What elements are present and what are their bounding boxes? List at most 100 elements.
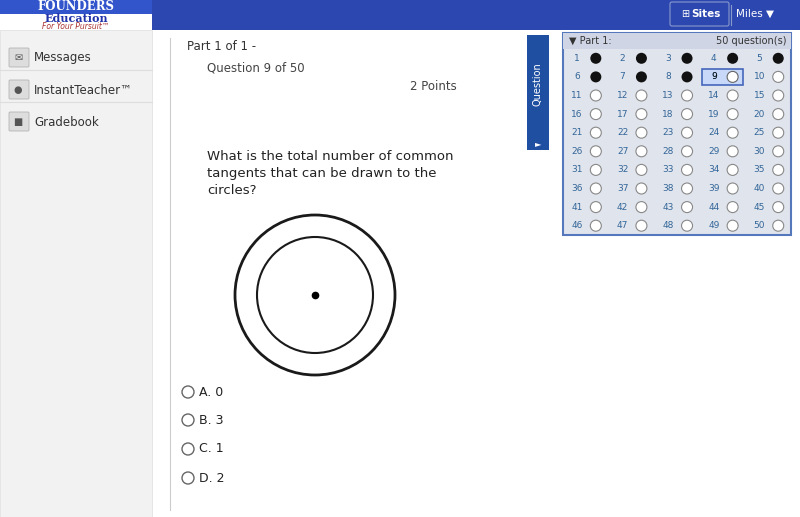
Circle shape — [590, 109, 602, 119]
Circle shape — [636, 202, 647, 212]
FancyBboxPatch shape — [0, 0, 800, 30]
Text: 48: 48 — [662, 221, 674, 230]
Text: 15: 15 — [754, 91, 765, 100]
Circle shape — [773, 164, 784, 175]
Circle shape — [636, 220, 647, 231]
Circle shape — [636, 90, 647, 101]
Circle shape — [773, 90, 784, 101]
Circle shape — [727, 127, 738, 138]
Text: 50: 50 — [754, 221, 765, 230]
Text: 9: 9 — [711, 72, 717, 81]
Text: 2: 2 — [620, 54, 626, 63]
Text: ►: ► — [534, 140, 542, 148]
Text: C. 1: C. 1 — [199, 443, 224, 455]
Text: Part 1 of 1 -: Part 1 of 1 - — [187, 39, 256, 53]
Text: 50 question(s): 50 question(s) — [715, 36, 786, 46]
Circle shape — [682, 220, 693, 231]
Circle shape — [682, 146, 693, 157]
Text: 36: 36 — [571, 184, 582, 193]
Circle shape — [773, 146, 784, 157]
Circle shape — [773, 220, 784, 231]
FancyBboxPatch shape — [9, 80, 29, 99]
Text: 21: 21 — [571, 128, 582, 137]
Circle shape — [727, 90, 738, 101]
Circle shape — [727, 183, 738, 194]
Text: 31: 31 — [571, 165, 582, 174]
Circle shape — [590, 183, 602, 194]
Text: ●: ● — [14, 85, 22, 95]
Text: 5: 5 — [757, 54, 762, 63]
Circle shape — [590, 146, 602, 157]
Text: 8: 8 — [666, 72, 671, 81]
Circle shape — [636, 53, 647, 64]
Circle shape — [727, 202, 738, 212]
Text: 25: 25 — [754, 128, 765, 137]
Text: 37: 37 — [617, 184, 628, 193]
Text: Messages: Messages — [34, 52, 92, 65]
Circle shape — [727, 71, 738, 82]
Circle shape — [773, 183, 784, 194]
Text: ▼ Part 1:: ▼ Part 1: — [569, 36, 612, 46]
Text: 33: 33 — [662, 165, 674, 174]
Text: 16: 16 — [571, 110, 582, 118]
Circle shape — [682, 90, 693, 101]
Circle shape — [682, 109, 693, 119]
Text: 2 Points: 2 Points — [410, 80, 457, 93]
Text: 13: 13 — [662, 91, 674, 100]
Circle shape — [773, 71, 784, 82]
Text: ■: ■ — [14, 117, 22, 127]
Circle shape — [773, 53, 784, 64]
Text: 1: 1 — [574, 54, 580, 63]
Circle shape — [682, 71, 693, 82]
Text: 14: 14 — [708, 91, 719, 100]
Circle shape — [682, 202, 693, 212]
FancyBboxPatch shape — [670, 2, 729, 26]
Text: Miles ▼: Miles ▼ — [736, 9, 774, 19]
FancyBboxPatch shape — [563, 33, 791, 235]
Text: Question: Question — [533, 63, 543, 107]
Text: 34: 34 — [708, 165, 719, 174]
Text: 30: 30 — [754, 147, 765, 156]
Text: 41: 41 — [571, 203, 582, 211]
Circle shape — [727, 164, 738, 175]
Circle shape — [590, 127, 602, 138]
Text: Sites: Sites — [691, 9, 720, 19]
Text: What is the total number of common: What is the total number of common — [207, 150, 454, 163]
Circle shape — [682, 127, 693, 138]
Text: 39: 39 — [708, 184, 719, 193]
Text: 44: 44 — [708, 203, 719, 211]
Circle shape — [773, 202, 784, 212]
FancyBboxPatch shape — [0, 0, 152, 30]
Text: 24: 24 — [708, 128, 719, 137]
Text: Gradebook: Gradebook — [34, 115, 98, 129]
Text: 49: 49 — [708, 221, 719, 230]
Text: 45: 45 — [754, 203, 765, 211]
Text: A. 0: A. 0 — [199, 386, 223, 399]
FancyBboxPatch shape — [0, 30, 152, 517]
Text: For Your Pursuit™: For Your Pursuit™ — [42, 22, 110, 31]
Text: 18: 18 — [662, 110, 674, 118]
Text: 9: 9 — [711, 72, 717, 81]
Text: InstantTeacher™: InstantTeacher™ — [34, 84, 133, 97]
Circle shape — [590, 71, 602, 82]
Circle shape — [727, 109, 738, 119]
Circle shape — [682, 183, 693, 194]
Circle shape — [682, 164, 693, 175]
FancyBboxPatch shape — [527, 35, 549, 150]
Text: 12: 12 — [617, 91, 628, 100]
Text: 10: 10 — [754, 72, 765, 81]
Text: 46: 46 — [571, 221, 582, 230]
Circle shape — [727, 220, 738, 231]
Circle shape — [636, 146, 647, 157]
Circle shape — [590, 164, 602, 175]
Text: 29: 29 — [708, 147, 719, 156]
Text: 28: 28 — [662, 147, 674, 156]
Circle shape — [590, 202, 602, 212]
Text: 19: 19 — [708, 110, 719, 118]
FancyBboxPatch shape — [702, 69, 743, 85]
Circle shape — [590, 90, 602, 101]
Text: circles?: circles? — [207, 184, 257, 197]
Text: 17: 17 — [617, 110, 628, 118]
Text: D. 2: D. 2 — [199, 472, 225, 484]
Text: 20: 20 — [754, 110, 765, 118]
